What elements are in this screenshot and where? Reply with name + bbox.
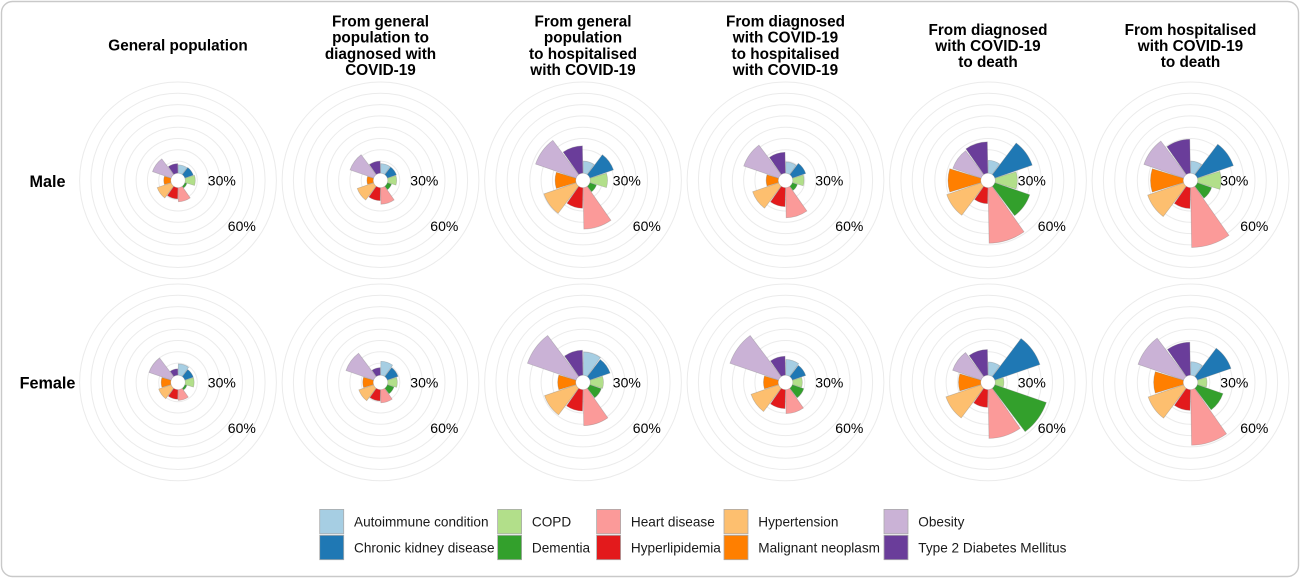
svg-text:30%: 30% bbox=[815, 374, 843, 390]
svg-text:to hospitalised: to hospitalised bbox=[529, 46, 637, 63]
svg-text:to death: to death bbox=[958, 54, 1018, 71]
svg-text:General population: General population bbox=[108, 37, 247, 54]
svg-text:with COVID-19: with COVID-19 bbox=[529, 62, 635, 79]
svg-text:60%: 60% bbox=[1038, 218, 1066, 234]
svg-text:60%: 60% bbox=[835, 420, 863, 436]
svg-text:diagnosed with: diagnosed with bbox=[325, 46, 436, 63]
svg-text:30%: 30% bbox=[613, 374, 641, 390]
svg-text:30%: 30% bbox=[208, 374, 236, 390]
svg-text:with COVID-19: with COVID-19 bbox=[1137, 38, 1243, 55]
svg-text:Dementia: Dementia bbox=[532, 540, 591, 555]
svg-text:From diagnosed: From diagnosed bbox=[726, 14, 845, 31]
svg-text:30%: 30% bbox=[410, 172, 438, 188]
svg-text:From hospitalised: From hospitalised bbox=[1125, 22, 1257, 39]
svg-text:60%: 60% bbox=[633, 218, 661, 234]
svg-text:60%: 60% bbox=[1038, 420, 1066, 436]
svg-text:60%: 60% bbox=[430, 218, 458, 234]
svg-text:60%: 60% bbox=[633, 420, 661, 436]
svg-text:30%: 30% bbox=[1018, 172, 1046, 188]
svg-text:COVID-19: COVID-19 bbox=[345, 62, 416, 79]
svg-text:population: population bbox=[544, 30, 622, 47]
svg-text:Female: Female bbox=[20, 375, 76, 393]
svg-text:Hypertension: Hypertension bbox=[758, 514, 838, 529]
svg-text:From general: From general bbox=[535, 14, 632, 31]
svg-text:60%: 60% bbox=[228, 218, 256, 234]
svg-text:COPD: COPD bbox=[532, 514, 571, 529]
svg-text:population to: population to bbox=[332, 30, 429, 47]
svg-text:60%: 60% bbox=[835, 218, 863, 234]
svg-text:Autoimmune condition: Autoimmune condition bbox=[354, 514, 489, 529]
svg-text:30%: 30% bbox=[815, 172, 843, 188]
svg-text:30%: 30% bbox=[1220, 172, 1248, 188]
svg-text:Obesity: Obesity bbox=[918, 514, 964, 529]
svg-text:with COVID-19: with COVID-19 bbox=[934, 38, 1040, 55]
svg-text:30%: 30% bbox=[410, 374, 438, 390]
svg-text:From diagnosed: From diagnosed bbox=[929, 22, 1048, 39]
svg-text:30%: 30% bbox=[613, 172, 641, 188]
svg-text:Chronic kidney disease: Chronic kidney disease bbox=[354, 540, 495, 555]
svg-text:Malignant neoplasm: Malignant neoplasm bbox=[758, 540, 880, 555]
svg-text:Hyperlipidemia: Hyperlipidemia bbox=[631, 540, 721, 555]
svg-text:30%: 30% bbox=[208, 172, 236, 188]
svg-text:30%: 30% bbox=[1018, 374, 1046, 390]
svg-text:60%: 60% bbox=[1240, 218, 1268, 234]
svg-text:30%: 30% bbox=[1220, 374, 1248, 390]
svg-text:Heart disease: Heart disease bbox=[631, 514, 715, 529]
svg-text:with COVID-19: with COVID-19 bbox=[732, 30, 838, 47]
svg-text:with COVID-19: with COVID-19 bbox=[732, 62, 838, 79]
svg-text:Male: Male bbox=[30, 173, 66, 191]
svg-text:From general: From general bbox=[332, 14, 429, 31]
svg-text:60%: 60% bbox=[430, 420, 458, 436]
svg-text:60%: 60% bbox=[1240, 420, 1268, 436]
svg-text:60%: 60% bbox=[228, 420, 256, 436]
svg-text:to hospitalised: to hospitalised bbox=[732, 46, 840, 63]
svg-text:Type 2 Diabetes Mellitus: Type 2 Diabetes Mellitus bbox=[918, 540, 1066, 555]
svg-text:to death: to death bbox=[1161, 54, 1221, 71]
